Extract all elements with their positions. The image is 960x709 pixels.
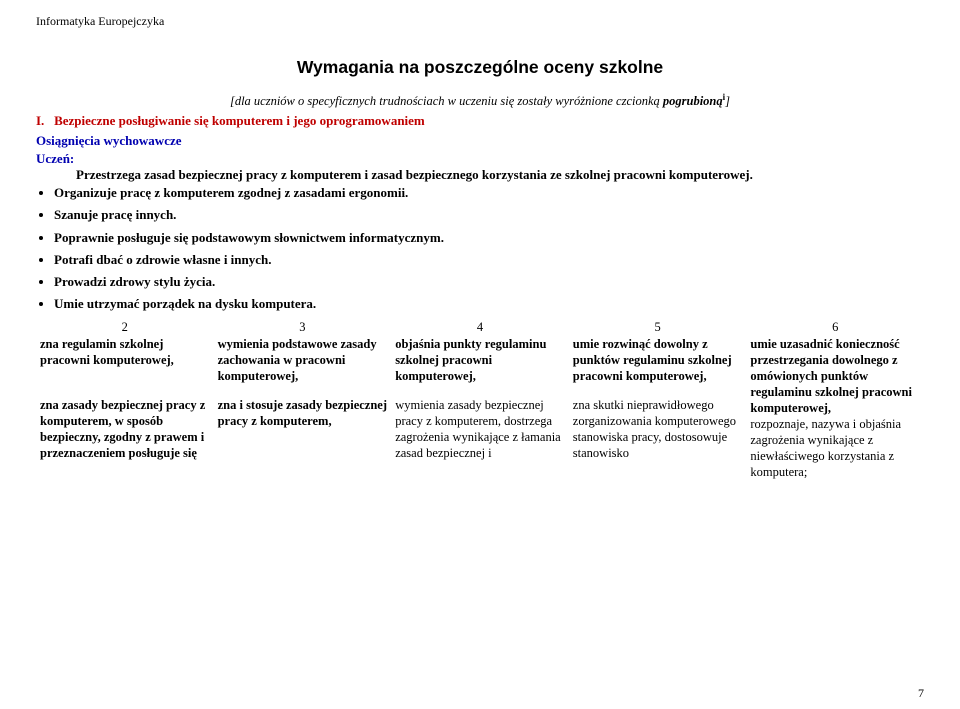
page-number: 7 — [918, 686, 924, 701]
subtitle: [dla uczniów o specyficznych trudnościac… — [36, 92, 924, 109]
cell-text: zna i stosuje zasady bezpiecznej pracy z… — [218, 398, 387, 428]
subtitle-em: specyficznych trudnościach w uczeniu się — [307, 94, 514, 108]
bullet-list: Organizuje pracę z komputerem zgodnej z … — [54, 185, 924, 313]
grade-col-5: 5 — [569, 319, 747, 336]
cell-text: zna skutki nieprawidłowego zorganizowani… — [573, 398, 736, 460]
section-number: I. — [36, 113, 44, 128]
table-cell: zna zasady bezpiecznej pracy z komputere… — [36, 397, 214, 479]
table-cell: objaśnia punkty regulaminu szkolnej prac… — [391, 336, 569, 398]
table-cell: wymienia zasady bezpiecznej pracy z komp… — [391, 397, 569, 479]
cell-text: rozpoznaje, nazywa i objaśnia zagrożenia… — [750, 417, 901, 479]
cell-text: zna regulamin szkolnej pracowni komputer… — [40, 337, 174, 367]
cell-text: objaśnia punkty regulaminu szkolnej prac… — [395, 337, 546, 383]
table-cell: zna regulamin szkolnej pracowni komputer… — [36, 336, 214, 398]
subtitle-pre: [dla uczniów o — [230, 94, 307, 108]
cell-text: umie uzasadnić konieczność przestrzegani… — [750, 337, 912, 415]
section-heading: I. Bezpieczne posługiwanie się komputere… — [36, 113, 924, 129]
indent-line-text: Przestrzega zasad bezpiecznej pracy z ko… — [76, 167, 753, 182]
grade-col-2: 2 — [36, 319, 214, 336]
grade-col-6: 6 — [746, 319, 924, 336]
table-row: zna regulamin szkolnej pracowni komputer… — [36, 336, 924, 398]
table-cell: umie uzasadnić konieczność przestrzegani… — [746, 336, 924, 480]
table-cell: zna skutki nieprawidłowego zorganizowani… — [569, 397, 747, 479]
bullet-item: Potrafi dbać o zdrowie własne i innych. — [54, 252, 924, 268]
grades-table: 2 3 4 5 6 zna regulamin szkolnej pracown… — [36, 319, 924, 480]
grade-col-3: 3 — [214, 319, 392, 336]
subtitle-bold: pogrubioną — [663, 94, 723, 108]
table-cell: zna i stosuje zasady bezpiecznej pracy z… — [214, 397, 392, 479]
bullet-item: Prowadzi zdrowy stylu życia. — [54, 274, 924, 290]
bullet-item: Szanuje pracę innych. — [54, 207, 924, 223]
table-cell: wymienia podstawowe zasady zachowania w … — [214, 336, 392, 398]
indent-line: Przestrzega zasad bezpiecznej pracy z ko… — [76, 167, 924, 183]
page-header: Informatyka Europejczyka — [36, 14, 924, 29]
cell-text: wymienia zasady bezpiecznej pracy z komp… — [395, 398, 561, 460]
cell-text: wymienia podstawowe zasady zachowania w … — [218, 337, 377, 383]
uczen-heading: Uczeń: — [36, 151, 924, 167]
osiagniecia-heading: Osiągnięcia wychowawcze — [36, 133, 924, 149]
bullet-item: Poprawnie posługuje się podstawowym słow… — [54, 230, 924, 246]
bullet-item: Umie utrzymać porządek na dysku komputer… — [54, 296, 924, 312]
grades-header-row: 2 3 4 5 6 — [36, 319, 924, 336]
grade-col-4: 4 — [391, 319, 569, 336]
subtitle-post1: zostały wyróżnione czcionką — [514, 94, 663, 108]
subtitle-post3: ] — [725, 94, 730, 108]
bullet-item: Organizuje pracę z komputerem zgodnej z … — [54, 185, 924, 201]
table-cell: umie rozwinąć dowolny z punktów regulami… — [569, 336, 747, 398]
cell-text: zna zasady bezpiecznej pracy z komputere… — [40, 398, 205, 460]
main-title: Wymagania na poszczególne oceny szkolne — [36, 57, 924, 78]
cell-text: umie rozwinąć dowolny z punktów regulami… — [573, 337, 732, 383]
section-title: Bezpieczne posługiwanie się komputerem i… — [54, 113, 425, 128]
